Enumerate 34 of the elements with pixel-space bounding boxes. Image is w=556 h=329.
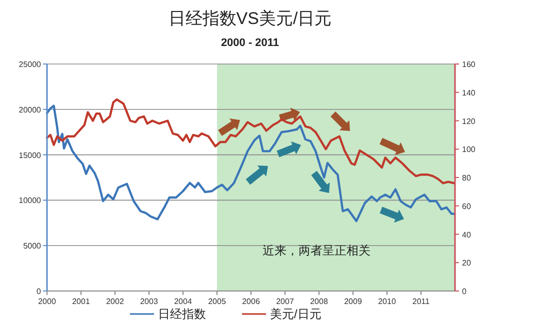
y2-tick-label: 20 (462, 258, 472, 268)
legend-label: 美元/日元 (270, 307, 322, 321)
x-tick-label: 2005 (208, 297, 226, 306)
chart-subtitle: 2000 - 2011 (220, 37, 280, 49)
y-tick-label: 5000 (23, 242, 42, 251)
x-tick-label: 2010 (378, 297, 396, 306)
annotation: 近来，两者呈正相关 (262, 244, 370, 258)
y-tick-label: 20000 (18, 105, 42, 114)
y-tick-label: 0 (36, 287, 42, 296)
y2-tick-label: 40 (462, 230, 472, 240)
line-series (46, 98, 456, 184)
x-tick-label: 2009 (344, 297, 362, 306)
x-tick-label: 2000 (38, 297, 56, 306)
x-tick-label: 2001 (72, 297, 90, 306)
x-tick-label: 2007 (276, 297, 294, 306)
y2-tick-label: 120 (462, 116, 476, 126)
y-tick-label: 25000 (18, 60, 42, 69)
y2-tick-label: 60 (462, 202, 472, 211)
chart-title: 日经指数VS美元/日元 (168, 9, 332, 28)
x-tick-label: 2004 (174, 297, 192, 306)
x-tick-label: 2006 (242, 297, 260, 306)
y2-tick-label: 0 (462, 287, 467, 296)
x-tick-label: 2003 (140, 297, 158, 306)
y-tick-label: 10000 (18, 196, 42, 206)
y2-tick-label: 100 (462, 145, 476, 154)
x-tick-label: 2011 (412, 297, 430, 306)
y2-tick-label: 160 (462, 60, 476, 69)
y2-tick-label: 140 (462, 88, 476, 98)
y2-tick-label: 80 (462, 174, 472, 182)
legend-label: 日经指数 (158, 307, 206, 321)
x-tick-label: 2008 (310, 297, 328, 306)
x-tick-label: 2002 (106, 297, 124, 306)
line-series (46, 104, 456, 222)
y-tick-label: 15000 (18, 150, 42, 160)
